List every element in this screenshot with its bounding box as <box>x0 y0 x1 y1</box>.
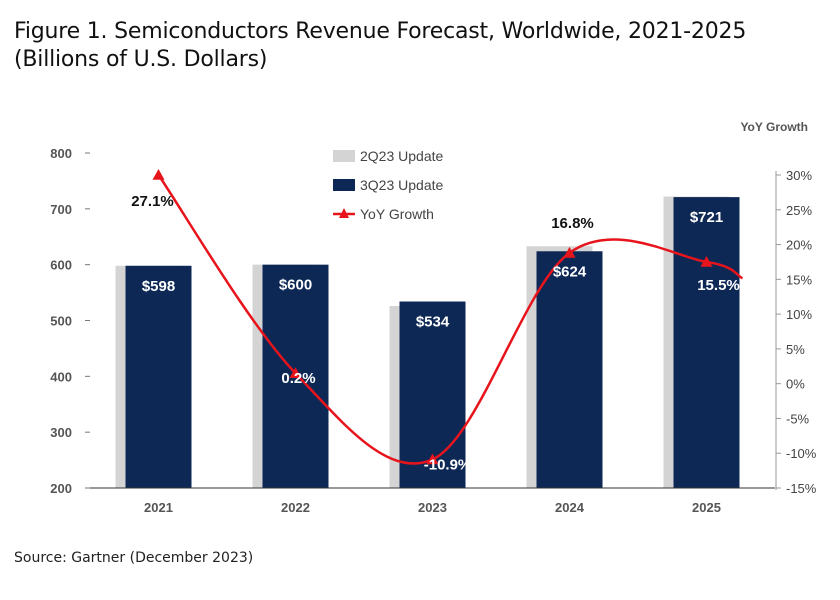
y2-tick-label: 30% <box>786 168 812 183</box>
legend: 2Q23 Update 3Q23 Update YoY Growth <box>333 148 443 222</box>
y2-tick-label: -5% <box>786 411 810 426</box>
x-tick-label-2024: 2024 <box>555 500 585 515</box>
chart-title: Figure 1. Semiconductors Revenue Forecas… <box>14 18 824 74</box>
bar-value-label-2023: $534 <box>416 314 450 331</box>
legend-label-3q23: 3Q23 Update <box>360 177 443 193</box>
y-tick-label: 300 <box>50 425 72 440</box>
yoy-growth-line <box>157 174 744 465</box>
y2-tick-label: 0% <box>786 377 805 392</box>
yoy-value-label-2024: 16.8% <box>551 215 594 232</box>
yoy-value-label-2021: 27.1% <box>131 193 174 210</box>
bar-value-label-2024: $624 <box>553 263 587 280</box>
yoy-value-label-2022: 0.2% <box>281 370 315 387</box>
y-tick-label: 400 <box>50 369 72 384</box>
yoy-value-label-2025: 15.5% <box>697 277 740 294</box>
bar-value-label-2025: $721 <box>690 209 723 226</box>
chart-title-line-2: (Billions of U.S. Dollars) <box>14 47 268 72</box>
y2-tick-label: 10% <box>786 307 812 322</box>
yoy-marker-2023 <box>426 453 439 465</box>
y2-tick-label: 25% <box>786 203 812 218</box>
legend-label-yoy: YoY Growth <box>360 206 434 222</box>
yoy-value-label-2023: -10.9% <box>424 456 472 473</box>
x-tick-label-2025: 2025 <box>692 500 721 515</box>
chart-area: 200 300 400 500 600 700 800 -15% -10% -5% 0% 5% 10% 1… <box>50 120 816 515</box>
bar-value-label-2021: $598 <box>142 278 175 295</box>
y2-tick-label: 20% <box>786 238 812 253</box>
yoy-marker-2024 <box>563 246 576 258</box>
y2-tick-label: 15% <box>786 272 812 287</box>
bar-3q23-2024 <box>536 251 603 488</box>
y-tick-label: 200 <box>50 481 72 496</box>
axes-layer: 200 300 400 500 600 700 800 -15% -10% -5% 0% 5% 10% 1… <box>50 120 816 515</box>
y-tick-label: 500 <box>50 314 72 329</box>
yoy-marker-2021 <box>152 169 165 180</box>
yoy-marker-2022 <box>289 367 302 379</box>
x-tick-label-2021: 2021 <box>144 500 173 515</box>
y-tick-label: 700 <box>50 202 72 217</box>
legend-label-2q23: 2Q23 Update <box>360 148 443 164</box>
bar-value-label-2022: $600 <box>279 277 312 294</box>
source-note: Source: Gartner (December 2023) <box>14 550 254 566</box>
chart-title-line-1: Figure 1. Semiconductors Revenue Forecas… <box>14 19 747 44</box>
legend-swatch-2q23 <box>333 150 355 162</box>
y2-tick-label: -15% <box>786 481 817 496</box>
x-tick-label-2023: 2023 <box>418 500 447 515</box>
legend-swatch-3q23 <box>333 179 355 191</box>
legend-marker-yoy <box>339 208 349 218</box>
y2-axis-title: YoY Growth <box>740 120 808 134</box>
labels-layer: $598 $600 $534 $624 $721 27.1% 0.2% -10.9% 16.8%… <box>131 193 740 473</box>
y-tick-label: 800 <box>50 146 72 161</box>
y2-tick-label: -10% <box>786 446 817 461</box>
y-tick-label: 600 <box>50 258 72 273</box>
bar-3q23-2021 <box>125 265 192 488</box>
bar-3q23-2025 <box>673 197 740 488</box>
line-layer <box>152 169 744 465</box>
x-tick-label-2022: 2022 <box>281 500 310 515</box>
yoy-marker-2025 <box>700 255 713 267</box>
bars-layer <box>115 196 740 489</box>
y2-tick-label: 5% <box>786 342 805 357</box>
